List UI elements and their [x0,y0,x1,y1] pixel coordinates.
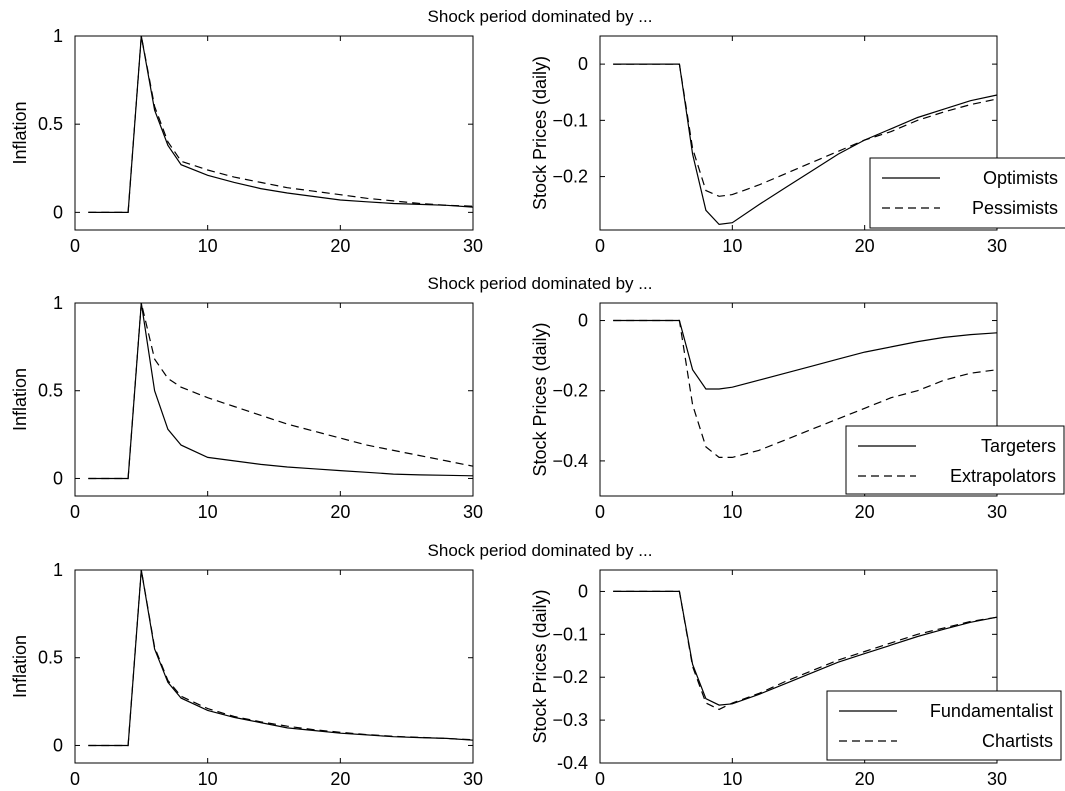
y-tick-label: 0 [578,54,588,74]
x-tick-label: 30 [463,769,483,789]
x-tick-label: 0 [595,236,605,256]
x-tick-label: 0 [70,502,80,522]
y-tick-label: −0.2 [552,667,588,687]
y-tick-label: −0.2 [552,167,588,187]
x-tick-label: 10 [722,236,742,256]
y-tick-label: 1 [53,560,63,580]
x-tick-label: 30 [987,502,1007,522]
series-line-extrapolators [613,319,998,458]
legend-box [845,425,1065,495]
series-line-pessimists [613,63,998,197]
x-tick-label: 10 [198,502,218,522]
x-tick-label: 20 [855,502,875,522]
series-line-dashed [88,35,474,213]
y-tick-label: 1 [53,293,63,313]
super-title-row3: Shock period dominated by ... [428,541,653,560]
legend-box [869,157,1065,229]
x-tick-label: 20 [855,236,875,256]
x-tick-label: 0 [70,769,80,789]
y-tick-label: −0.4 [552,451,588,471]
legend: Optimists Pessimists [869,157,1065,229]
y-axis-label: Stock Prices (daily) [530,589,550,743]
legend-label-chartists: Chartists [982,731,1053,751]
x-tick-label: 20 [330,236,350,256]
legend-label-extrapolators: Extrapolators [950,466,1056,486]
x-tick-label: 20 [330,769,350,789]
series-line-chartists [88,569,474,747]
y-tick-label: −0.2 [552,381,588,401]
x-tick-label: 0 [595,502,605,522]
x-tick-label: 30 [987,236,1007,256]
series-line-targeters [613,319,998,390]
series-line-chartists [613,590,998,711]
y-tick-label: 0.5 [38,648,63,668]
x-tick-label: 10 [198,236,218,256]
y-axis-label: Stock Prices (daily) [530,322,550,476]
x-tick-label: 30 [463,502,483,522]
x-tick-label: 30 [463,236,483,256]
super-title-row1: Shock period dominated by ... [428,7,653,26]
series-line-optimists [613,63,998,226]
y-tick-label: 0.5 [38,381,63,401]
x-tick-label: 20 [855,769,875,789]
x-tick-label: 0 [70,236,80,256]
axes-frame [74,569,474,764]
y-tick-label: -0.4 [557,753,588,773]
legend-label-targeters: Targeters [981,436,1056,456]
legend-label-fundamentalist: Fundamentalist [930,701,1053,721]
y-axis-label: Inflation [10,368,30,431]
x-tick-label: 10 [722,502,742,522]
chart-panel-row3-right: 0 10 20 30 0 −0.1 −0.2 −0.3 -0.4 Stock Prices (da… [530,569,1062,789]
y-tick-label: 0 [53,468,63,488]
y-tick-label: −0.1 [552,110,588,130]
x-tick-label: 30 [987,769,1007,789]
legend-label-optimists: Optimists [983,168,1058,188]
x-tick-label: 20 [330,502,350,522]
y-axis-label: Stock Prices (daily) [530,56,550,210]
y-axis-label: Inflation [10,101,30,164]
chart-panel-row2-left: 0 10 20 30 0 0.5 1 Inflation [10,293,483,522]
x-tick-label: 10 [198,769,218,789]
y-tick-label: −0.1 [552,624,588,644]
legend: Fundamentalist Chartists [826,690,1062,761]
y-tick-label: 1 [53,26,63,46]
y-tick-label: 0 [53,735,63,755]
axes-frame [74,35,474,231]
y-tick-label: −0.3 [552,710,588,730]
super-title-row2: Shock period dominated by ... [428,274,653,293]
y-tick-label: 0 [578,581,588,601]
y-tick-label: 0 [578,311,588,331]
series-line-extrapolators [88,302,474,480]
chart-panel-row3-left: 0 10 20 30 0 0.5 1 Inflation [10,560,483,789]
axes-frame [74,302,474,497]
x-tick-label: 0 [595,769,605,789]
y-axis-label: Inflation [10,635,30,698]
legend: Targeters Extrapolators [845,425,1065,495]
y-tick-label: 0 [53,202,63,222]
legend-box [826,690,1062,761]
series-line-fundamentalist [613,590,998,706]
chart-panel-row1-left: 0 10 20 30 0 0.5 1 Inflation [10,26,483,256]
x-tick-label: 10 [722,769,742,789]
legend-label-pessimists: Pessimists [972,198,1058,218]
y-tick-label: 0.5 [38,114,63,134]
